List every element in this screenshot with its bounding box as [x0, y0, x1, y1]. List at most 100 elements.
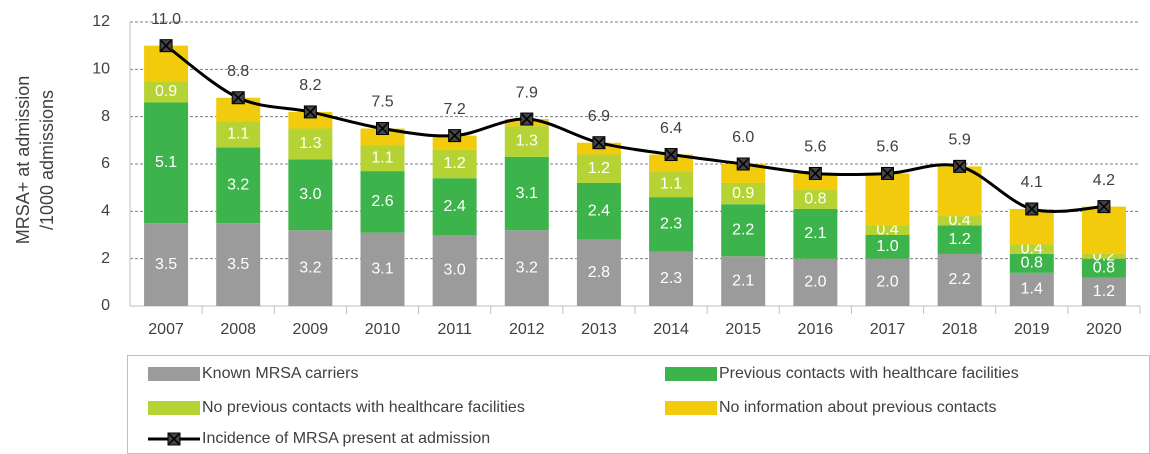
legend-swatch — [665, 367, 717, 381]
bar-segment — [721, 204, 766, 257]
bar-segment — [360, 145, 405, 172]
data-label: 3.5 — [155, 256, 177, 273]
bar-segment — [937, 225, 982, 254]
bar-segment — [504, 230, 549, 306]
data-label: 0.8 — [1093, 259, 1115, 276]
data-label: 1.0 — [876, 238, 898, 255]
data-label: 2.2 — [949, 271, 971, 288]
x-tick-label: 2011 — [437, 321, 472, 338]
data-label: 8.2 — [299, 77, 321, 94]
bar-segment — [793, 173, 838, 191]
bar-segment — [649, 171, 694, 198]
y-axis-title: /1000 admissions — [37, 90, 57, 230]
y-tick-label: 6 — [101, 155, 110, 172]
data-label: 3.2 — [227, 177, 249, 194]
data-label: 3.2 — [299, 259, 321, 276]
legend-swatch — [148, 367, 200, 381]
bar-segment — [504, 156, 549, 231]
bar-segment — [432, 178, 477, 235]
x-tick-label: 2018 — [942, 321, 978, 338]
legend-swatch — [665, 401, 717, 415]
x-tick-label: 2019 — [1014, 321, 1050, 338]
data-label: 6.4 — [660, 120, 682, 137]
bar-segment — [216, 147, 261, 224]
line-marker-cross — [593, 137, 605, 149]
y-axis-title: MRSA+ at admission — [13, 76, 33, 245]
bar-segment — [288, 111, 333, 129]
bar-segment — [937, 253, 982, 306]
data-label: 4.2 — [1093, 172, 1115, 189]
bar-segment — [288, 230, 333, 306]
bar-segment — [216, 223, 261, 306]
x-tick-label: 2016 — [798, 321, 834, 338]
bar-segment — [432, 149, 477, 179]
bar-segment — [360, 171, 405, 233]
bar-segment — [576, 239, 621, 306]
legend-swatch — [148, 401, 200, 415]
data-label: 1.4 — [1021, 281, 1043, 298]
x-tick-label: 2014 — [653, 321, 689, 338]
data-label: 3.0 — [299, 186, 321, 203]
bar-segment — [432, 235, 477, 306]
bar-segment — [1081, 206, 1126, 254]
data-label: 5.6 — [804, 139, 826, 156]
data-label: 7.9 — [516, 84, 538, 101]
legend-label: Known MRSA carriers — [202, 365, 359, 382]
data-label: 0.4 — [876, 221, 898, 238]
x-tick-label: 2013 — [581, 321, 617, 338]
line-marker-cross — [232, 92, 244, 104]
bar-segment — [1081, 253, 1126, 259]
data-label: 2.3 — [660, 270, 682, 287]
bar-segment — [432, 135, 477, 150]
bar-segment — [793, 258, 838, 306]
bar-segment — [360, 232, 405, 306]
bar-segment — [865, 258, 910, 306]
legend-label: Previous contacts with healthcare facili… — [719, 365, 1019, 382]
data-label: 5.6 — [876, 139, 898, 156]
bar-segment — [865, 225, 910, 235]
bar-segment — [144, 81, 189, 103]
data-label: 4.1 — [1021, 174, 1043, 191]
bar-segment — [1009, 253, 1054, 273]
bar-segment — [360, 128, 405, 146]
bar-segment — [649, 197, 694, 252]
data-label: 7.2 — [444, 101, 466, 118]
data-label: 1.1 — [660, 175, 682, 192]
bar-segment — [649, 251, 694, 306]
x-tick-label: 2007 — [148, 321, 184, 338]
data-label: 0.4 — [1021, 240, 1043, 257]
data-label: 3.1 — [516, 185, 538, 202]
line-marker-cross — [665, 149, 677, 161]
data-label: 2.0 — [804, 274, 826, 291]
y-tick-label: 2 — [101, 250, 110, 267]
data-label: 2.1 — [732, 272, 754, 289]
data-label: 1.1 — [227, 126, 249, 143]
y-tick-label: 12 — [92, 13, 110, 30]
data-label: 7.5 — [371, 94, 393, 111]
bar-segment — [216, 97, 261, 122]
bar-segment — [216, 121, 261, 148]
x-tick-label: 2020 — [1086, 321, 1122, 338]
data-label: 11.0 — [151, 11, 181, 28]
bar-segment — [721, 182, 766, 205]
line-marker-cross — [376, 122, 389, 135]
bar-segment — [649, 154, 694, 172]
data-label: 3.0 — [444, 262, 466, 279]
line-marker-cross — [881, 167, 894, 179]
y-tick-label: 10 — [92, 61, 110, 78]
x-tick-label: 2015 — [725, 321, 761, 338]
bar-segment — [576, 154, 621, 183]
y-tick-label: 8 — [101, 108, 110, 125]
data-label: 1.1 — [371, 149, 393, 166]
line-marker-cross — [304, 106, 316, 118]
bar-segment — [1081, 258, 1126, 278]
bar-segment — [1009, 272, 1054, 306]
bar-segment — [865, 173, 910, 226]
data-label: 1.2 — [444, 155, 466, 172]
data-label: 0.4 — [949, 212, 971, 229]
x-tick-label: 2010 — [365, 321, 401, 338]
data-label: 5.1 — [155, 154, 177, 171]
bar-segment — [144, 223, 189, 306]
x-tick-label: 2009 — [293, 321, 329, 338]
